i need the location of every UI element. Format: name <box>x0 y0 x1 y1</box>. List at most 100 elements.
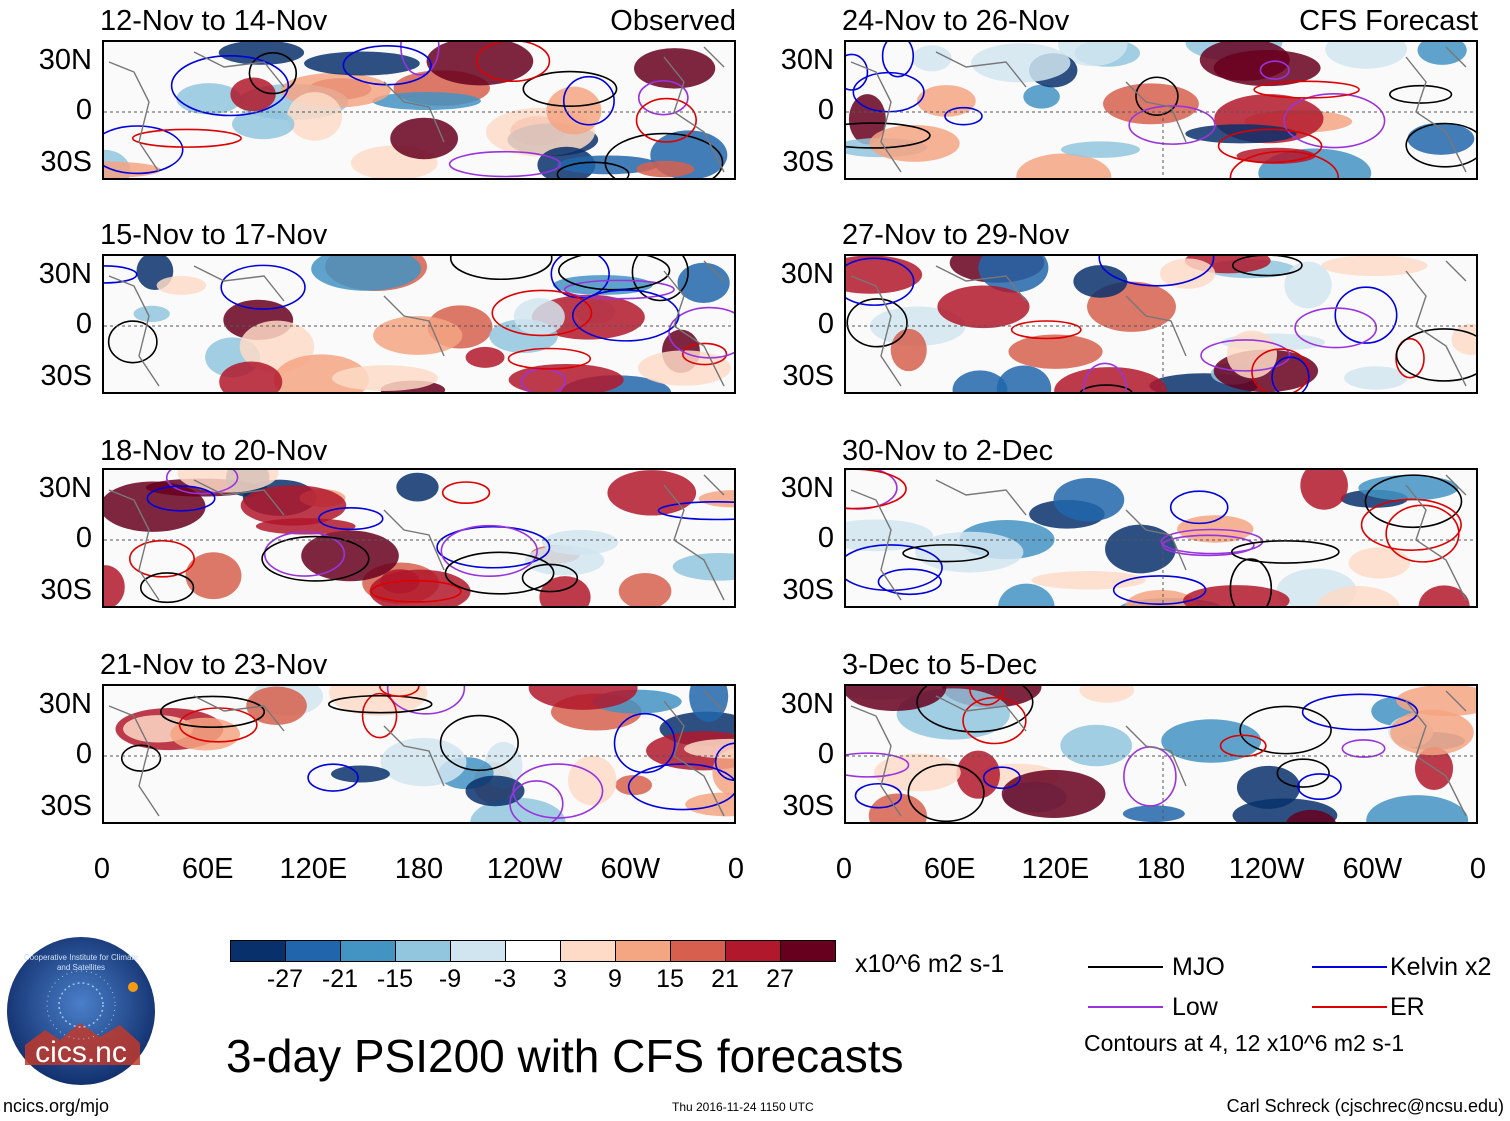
footer-credit: Carl Schreck (cjschrec@ncsu.edu) <box>1226 1096 1504 1116</box>
anomaly-shading <box>996 365 1052 392</box>
anomaly-shading <box>689 686 729 722</box>
contour-line <box>263 531 346 577</box>
contour-line <box>846 544 943 592</box>
anomaly-shading <box>917 85 976 117</box>
x-tick-label: 0 <box>835 853 853 885</box>
contour-line <box>881 42 915 78</box>
contour-line <box>1271 356 1310 392</box>
colorbar-swatch <box>230 940 286 962</box>
y-tick-label: 0 <box>817 522 834 554</box>
y-tick-label: 0 <box>817 94 834 126</box>
contour-line <box>512 763 604 819</box>
x-tick-label: 60W <box>1342 853 1403 885</box>
contour-line <box>104 265 138 284</box>
anomaly-shading <box>1125 589 1198 606</box>
y-tick-label: 0 <box>817 738 834 770</box>
contour-line <box>491 289 593 337</box>
colorbar-tick: 9 <box>608 965 622 993</box>
x-tick-label: 0 <box>93 853 111 885</box>
contour-line <box>562 75 615 126</box>
contour-line <box>714 742 734 782</box>
contour-line <box>170 54 290 117</box>
contour-line <box>1259 60 1290 80</box>
contour-line <box>681 342 728 366</box>
panel-title: 30-Nov to 2-Dec <box>842 435 1054 467</box>
contour-line <box>1135 76 1179 116</box>
colorbar-swatch <box>395 940 451 962</box>
contour-line <box>379 686 420 697</box>
contour-line <box>846 298 908 348</box>
anomaly-shading <box>1001 769 1106 818</box>
anomaly-shading <box>1407 122 1475 155</box>
map-panel <box>844 254 1478 394</box>
map-field <box>846 470 1476 606</box>
contour-line <box>556 161 630 178</box>
anomaly-shading <box>539 576 591 606</box>
anomaly-shading <box>465 775 525 807</box>
colorbar-tick: 21 <box>711 965 739 993</box>
anomaly-shading <box>698 490 734 508</box>
contour-line <box>248 51 298 95</box>
contour-line <box>439 714 519 772</box>
contour-line <box>436 525 551 569</box>
map-panel <box>844 40 1478 180</box>
anomaly-shading <box>638 350 731 386</box>
contour-line <box>1253 80 1360 99</box>
map-panel <box>102 40 736 180</box>
anomaly-shading <box>952 370 1008 392</box>
contour-line <box>902 544 990 563</box>
anomaly-shading <box>528 686 638 710</box>
anomaly-shading <box>390 117 459 160</box>
y-tick-label: 30S <box>40 146 92 178</box>
legend-label: Low <box>1172 993 1218 1021</box>
x-tick-label: 120W <box>486 853 563 885</box>
legend-line-low <box>1088 1006 1163 1008</box>
y-tick-label: 30S <box>782 790 834 822</box>
anomaly-shading <box>912 45 952 72</box>
anomaly-shading <box>104 161 161 178</box>
colorbar-swatch <box>725 940 781 962</box>
legend-note: Contours at 4, 12 x10^6 m2 s-1 <box>1084 1030 1405 1056</box>
colorbar-swatch <box>285 940 341 962</box>
anomaly-shading <box>104 565 125 606</box>
contour-line <box>1395 328 1476 382</box>
y-tick-label: 0 <box>75 308 92 340</box>
x-tick-label: 180 <box>394 853 444 885</box>
anomaly-shading <box>1008 334 1103 369</box>
logo-icon <box>7 937 155 1085</box>
anomaly-shading <box>304 51 420 76</box>
colorbar-tick: 15 <box>656 965 684 993</box>
contour-line <box>1229 150 1340 178</box>
anomaly-shading <box>380 737 467 787</box>
footer-url[interactable]: ncics.org/mjo <box>3 1096 110 1116</box>
map-panel <box>102 254 736 394</box>
map-field <box>846 42 1476 178</box>
contour-line <box>1395 337 1425 379</box>
legend-line-mjo <box>1088 966 1163 968</box>
anomaly-shading <box>1073 265 1128 298</box>
anomaly-shading <box>185 552 242 600</box>
x-tick-label: 0 <box>727 853 745 885</box>
legend-label: ER <box>1390 993 1425 1021</box>
map-panel <box>844 684 1478 824</box>
contour-line <box>563 279 675 300</box>
y-tick-label: 0 <box>75 522 92 554</box>
y-tick-label: 30S <box>40 574 92 606</box>
contour-line <box>120 744 162 772</box>
contour-line <box>657 501 734 521</box>
coastline <box>108 46 725 173</box>
anomaly-shading <box>978 256 1049 293</box>
anomaly-shading <box>685 792 734 817</box>
contour-line <box>637 80 689 116</box>
contour-line <box>1200 339 1291 372</box>
anomaly-shading <box>868 793 927 822</box>
contour-line <box>220 264 306 310</box>
anomaly-shading <box>156 276 207 295</box>
contour-line <box>846 53 869 91</box>
contour-line <box>1276 758 1330 788</box>
coastline <box>108 690 725 817</box>
contour-line <box>558 256 671 291</box>
anomaly-shading <box>1053 477 1125 522</box>
anomaly-shading <box>890 328 927 372</box>
y-tick-label: 30S <box>782 146 834 178</box>
